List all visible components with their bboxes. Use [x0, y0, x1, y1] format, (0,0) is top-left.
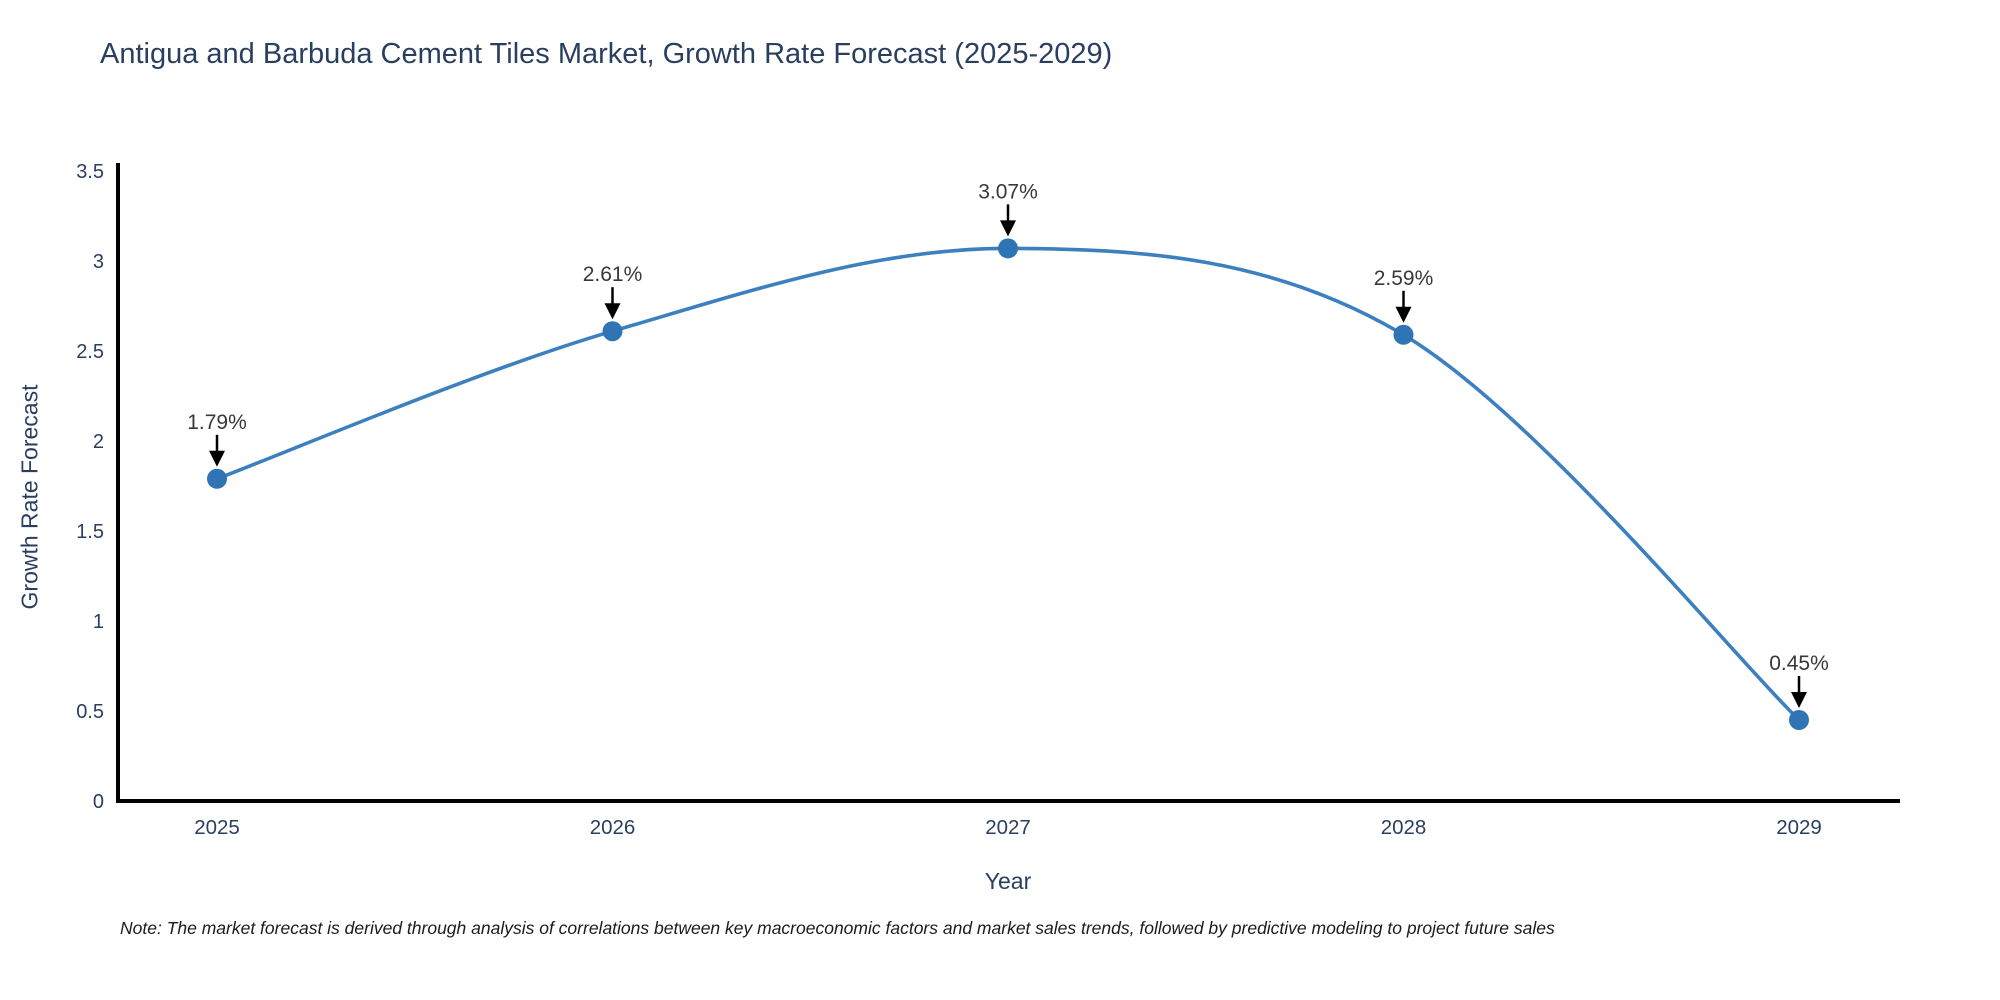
data-point-marker — [1789, 710, 1809, 730]
trend-line — [216, 246, 1801, 722]
x-tick-label: 2028 — [1381, 816, 1427, 839]
y-tick-label: 0 — [93, 791, 104, 813]
annotation-arrowhead — [1395, 306, 1412, 323]
annotation-arrowhead — [1791, 692, 1807, 708]
point-annotation-label: 3.07% — [978, 180, 1038, 203]
point-annotation-label: 2.59% — [1374, 267, 1434, 290]
chart-title: Antigua and Barbuda Cement Tiles Market,… — [100, 38, 1113, 70]
y-axis-title: Growth Rate Forecast — [16, 384, 43, 610]
point-annotation-label: 2.61% — [583, 263, 643, 286]
annotation-arrowhead — [209, 450, 225, 467]
y-tick-label: 2.5 — [76, 341, 104, 363]
x-tick-label: 2029 — [1776, 816, 1822, 839]
x-tick-label: 2027 — [985, 816, 1031, 839]
y-tick-label: 1 — [93, 611, 104, 633]
x-tick-label: 2025 — [194, 816, 240, 839]
x-tick-label: 2026 — [590, 816, 636, 839]
data-point-marker — [602, 321, 623, 342]
point-annotation-label: 0.45% — [1769, 652, 1829, 675]
point-annotation-label: 1.79% — [187, 411, 247, 434]
data-point-marker — [207, 468, 227, 489]
x-axis-title: Year — [984, 868, 1032, 894]
y-tick-label: 2 — [93, 431, 104, 453]
methodology-note: Note: The market forecast is derived thr… — [120, 918, 1555, 938]
y-tick-label: 3.5 — [76, 161, 104, 183]
data-point-marker — [1393, 324, 1414, 345]
y-tick-label: 3 — [93, 251, 104, 273]
y-tick-label: 0.5 — [76, 701, 104, 723]
annotation-arrowhead — [1000, 220, 1016, 237]
annotation-arrowhead — [604, 303, 621, 320]
data-point-marker — [998, 238, 1018, 259]
y-tick-label: 1.5 — [76, 521, 104, 543]
